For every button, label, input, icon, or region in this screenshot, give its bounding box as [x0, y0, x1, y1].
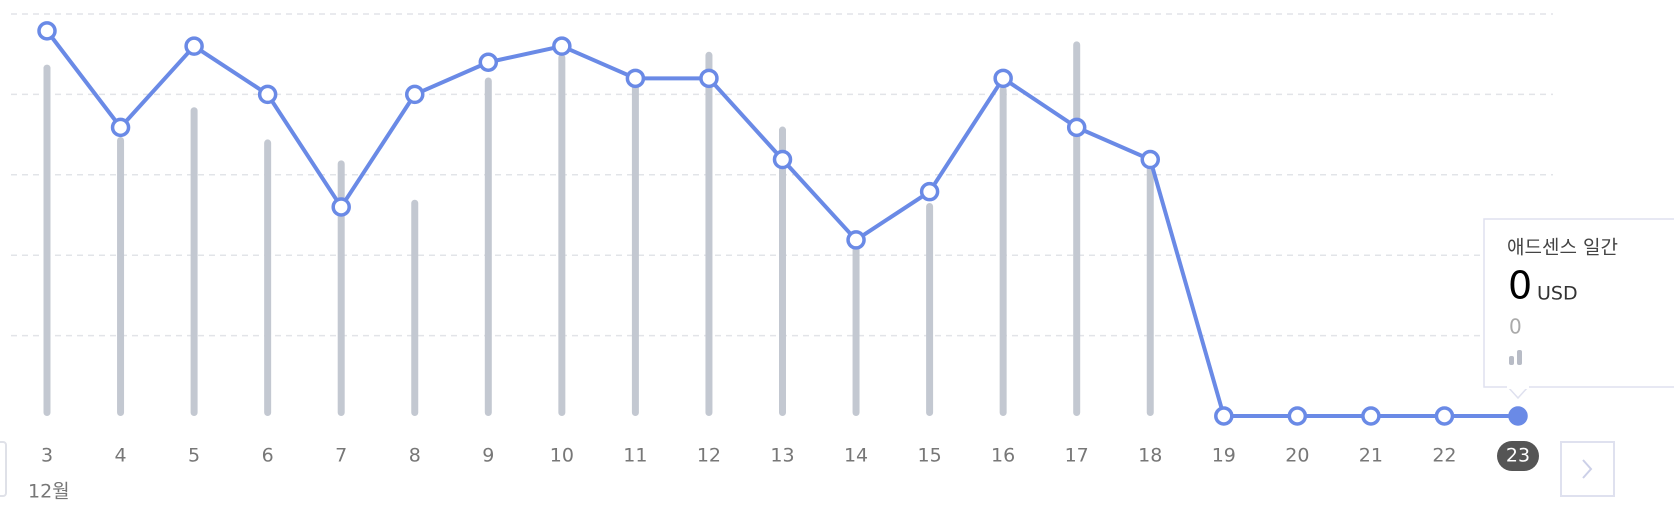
point: [993, 68, 1013, 89]
point: [184, 36, 204, 56]
x-tick-label: 21: [1359, 445, 1383, 467]
x-tick-label: 15: [918, 445, 942, 467]
tooltip-icon: [1509, 356, 1514, 365]
bar: [926, 202, 934, 416]
point: [625, 68, 646, 89]
x-tick-label: 6: [262, 445, 274, 467]
x-tick-label: 17: [1065, 445, 1089, 467]
point: [405, 84, 425, 105]
bar: [852, 239, 860, 416]
prev-button[interactable]: [0, 441, 7, 497]
month-label: 12월: [28, 481, 70, 503]
x-tick-label: 4: [115, 445, 127, 467]
x-tick-label: 14: [844, 445, 868, 467]
bar: [264, 139, 272, 416]
point: [772, 149, 793, 170]
tooltip-title: 애드센스 일간: [1507, 237, 1618, 259]
point: [478, 52, 499, 72]
x-tick-label: 16: [991, 445, 1015, 467]
point: [699, 68, 719, 89]
x-tick-label: 23: [1506, 445, 1530, 467]
point: [846, 230, 866, 250]
tooltip-unit: USD: [1537, 283, 1578, 305]
next-arrow: [1582, 459, 1593, 479]
bar: [190, 107, 198, 416]
bar: [779, 126, 786, 416]
tooltip-pointer: [1507, 386, 1529, 400]
point: [257, 84, 278, 105]
x-tick-label: 10: [550, 445, 574, 467]
x-tick-label: 8: [409, 445, 421, 467]
tooltip-box: [1483, 218, 1674, 388]
bar: [1146, 165, 1154, 416]
point: [37, 21, 57, 41]
point: [919, 181, 940, 202]
x-tick-label: 19: [1212, 445, 1236, 467]
tooltip-secondary: 0: [1509, 315, 1522, 339]
bar: [117, 137, 125, 416]
next-button[interactable]: [1560, 441, 1615, 497]
tooltip-pointer-cover: [1507, 386, 1529, 389]
point: [1287, 406, 1308, 426]
point: [110, 117, 131, 138]
selected-pill: [1497, 441, 1539, 471]
point: [1508, 406, 1528, 426]
bar: [1073, 41, 1081, 416]
x-tick-label: 3: [41, 445, 53, 467]
x-tick-label: 11: [623, 445, 647, 467]
point: [1066, 117, 1087, 138]
point: [1140, 149, 1160, 170]
x-tick-label: 12: [697, 445, 721, 467]
bar: [705, 51, 713, 417]
x-tick-label: 7: [335, 445, 347, 467]
next-button-box[interactable]: [1560, 441, 1615, 497]
bar: [337, 160, 345, 416]
x-tick-label: 22: [1432, 445, 1456, 467]
bar: [411, 199, 419, 416]
x-tick-label: 9: [482, 445, 494, 467]
bar: [484, 77, 492, 417]
point: [331, 197, 351, 217]
x-tick-label: 5: [188, 445, 200, 467]
point: [552, 36, 572, 56]
bar: [999, 86, 1007, 417]
tooltip-icon: [1517, 350, 1522, 365]
tooltip-value: 0: [1508, 264, 1532, 308]
bar: [43, 64, 51, 416]
x-tick-label: 18: [1138, 445, 1162, 467]
plot: 3 4 5 6 7 8 9 10 11 12 13 14 15 16 17 18 19 20 21 22 23: [11, 13, 1553, 471]
tooltip: 애드센스 일간 0 USD 0: [1483, 218, 1674, 400]
point: [1214, 406, 1234, 426]
point: [1434, 406, 1455, 426]
x-tick-label: 20: [1285, 445, 1309, 467]
bar: [631, 73, 639, 416]
bar: [558, 54, 566, 416]
point: [1361, 406, 1381, 426]
x-tick-label: 13: [770, 445, 794, 467]
